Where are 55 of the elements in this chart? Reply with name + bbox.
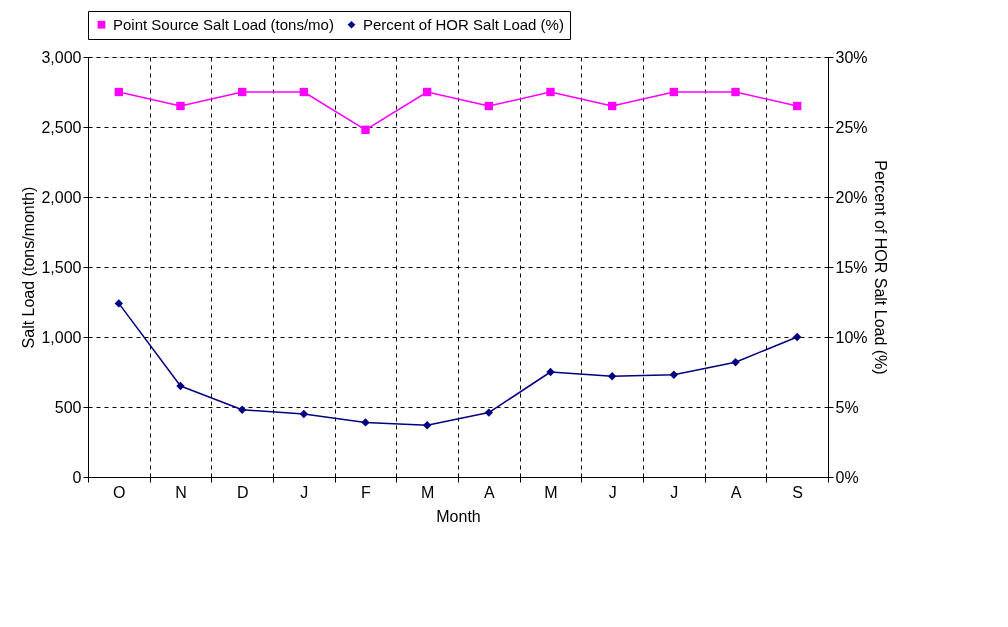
y2-tick-label: 15% (835, 258, 868, 276)
point (607, 101, 617, 111)
x-tick-label: J (608, 483, 617, 501)
y-axis-title: Salt Load (tons/month) (20, 186, 38, 349)
point (237, 405, 247, 414)
legend-label: Percent of HOR Salt Load (%) (363, 15, 564, 33)
point (299, 87, 309, 97)
point (484, 101, 494, 111)
y2-tick-label: 25% (835, 118, 868, 136)
point (114, 299, 124, 308)
x-tick-label: A (484, 483, 495, 501)
legend-label: Point Source Salt Load (tons/mo) (113, 15, 334, 33)
y-tick-label: 2,000 (41, 188, 82, 206)
y-tick-label: 0 (72, 468, 82, 486)
x-tick-label: D (236, 483, 249, 501)
y-tick-label: 1,500 (41, 258, 82, 276)
point (422, 421, 432, 430)
y2-tick-label: 20% (835, 188, 868, 206)
point (669, 370, 679, 379)
x-tick-label: F (361, 483, 372, 501)
y2-tick-label: 10% (835, 328, 868, 346)
x-tick-label: A (730, 483, 742, 501)
point (669, 87, 679, 97)
x-tick-label: M (421, 483, 435, 501)
point (361, 418, 370, 427)
point (422, 87, 432, 97)
x-tick-label: J (670, 483, 679, 501)
y-tick-label: 500 (54, 398, 82, 416)
point (299, 409, 309, 419)
y2-tick-label: 30% (835, 48, 868, 66)
point (237, 87, 247, 97)
point (176, 101, 185, 111)
point (176, 381, 185, 391)
y-tick-label: 3,000 (41, 48, 82, 66)
y2-tick-label: 0% (835, 468, 859, 486)
point (484, 408, 494, 417)
y2-axis-title: Percent of HOR Salt Load (%) (871, 160, 889, 375)
point (792, 101, 802, 111)
x-tick-label: S (792, 483, 803, 501)
point (361, 125, 370, 134)
x-axis-title: Month (436, 507, 481, 525)
point (546, 367, 555, 377)
point (731, 87, 740, 97)
point (792, 332, 802, 342)
y2-tick-label: 5% (835, 398, 859, 416)
x-tick-label: N (175, 483, 187, 501)
point (607, 372, 617, 381)
y-tick-label: 1,000 (41, 328, 82, 346)
y-tick-label: 2,500 (41, 118, 82, 136)
x-tick-label: O (113, 483, 126, 501)
point (731, 358, 740, 367)
x-tick-label: J (300, 483, 309, 501)
point (546, 87, 555, 97)
point (114, 87, 124, 97)
x-tick-label: M (544, 483, 558, 501)
